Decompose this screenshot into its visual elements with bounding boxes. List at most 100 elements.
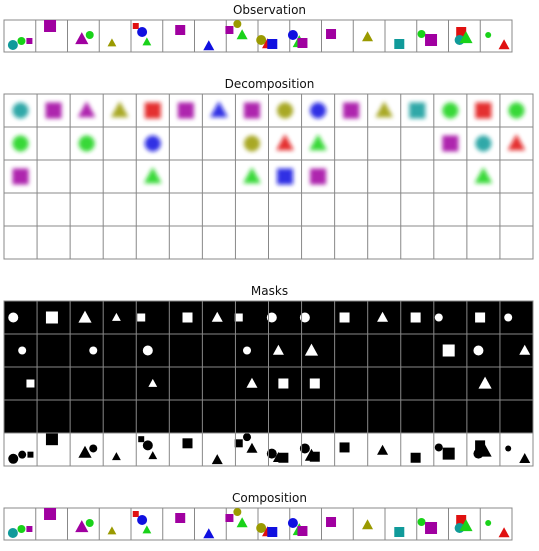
mask-square (475, 312, 486, 323)
observation-object-red-square (132, 23, 139, 29)
observation-object-green-triangle (236, 29, 248, 40)
composition-object-olive-triangle (107, 526, 117, 535)
observation-object-green-circle (85, 31, 94, 39)
observation-object-magenta-triangle (75, 32, 89, 45)
mask-bg-square (45, 433, 58, 446)
mask-square (410, 312, 421, 323)
observation-object-magenta-square (425, 34, 438, 46)
decomposition-blob-olive-circle (243, 135, 260, 152)
decomposition-slot-olive (243, 135, 260, 152)
composition-object-teal-square (394, 527, 405, 537)
mask-bg-circle (299, 443, 310, 454)
mask-square (182, 312, 193, 323)
mask-bg-triangle (377, 444, 389, 455)
observation-object-magenta-square (175, 25, 186, 35)
composition-object-teal-circle (7, 528, 18, 538)
observation-object-blue-square (267, 39, 278, 49)
mask-bg-square (442, 447, 455, 460)
decomposition-blob-olive-circle (277, 102, 294, 119)
observation-object-magenta-square (225, 26, 234, 34)
decomposition-slot-red (475, 102, 492, 119)
mask-circle (473, 345, 484, 356)
decomposition-slot-teal (409, 102, 426, 119)
decomposition-blob-red-square (475, 102, 492, 119)
decomposition-slot-magenta (243, 102, 260, 119)
observation-object-green-circle (17, 37, 26, 45)
mask-circle (266, 312, 277, 323)
composition-object-magenta-triangle (75, 520, 89, 533)
decomposition-grid (3, 93, 534, 260)
observation-object-magenta-square (26, 38, 33, 44)
mask-circle (504, 313, 513, 322)
decomposition-blob-blue-square (277, 168, 294, 185)
observation-object-magenta-square (44, 20, 57, 32)
mask-triangle (478, 376, 492, 389)
observation-title: Observation (232, 3, 307, 17)
mask-triangle (377, 311, 389, 322)
observation-object-blue-circle (287, 30, 298, 40)
composition-object-magenta-square (26, 526, 33, 532)
decomposition-blob-green-circle (442, 102, 459, 119)
mask-bg-triangle (112, 452, 121, 461)
decomposition-blob-magenta-square (243, 102, 260, 119)
mask-bg-square (309, 451, 320, 462)
mask-circle (142, 345, 153, 356)
decomposition-slot-green (474, 167, 493, 184)
mask-bg-circle (266, 448, 277, 459)
composition-object-magenta-square (297, 526, 308, 536)
observation-object-red-triangle (498, 39, 510, 50)
mask-bg-circle (505, 445, 512, 452)
mask-bg-square (410, 452, 421, 463)
decomposition-slot-green (143, 167, 162, 184)
decomposition-slot-green (12, 135, 29, 152)
decomposition-blob-magenta-square (177, 102, 194, 119)
composition-object-blue-circle (137, 515, 148, 525)
decomposition-slot-olive (375, 101, 394, 118)
mask-bg-square (234, 439, 243, 448)
decomposition-slot-red (276, 134, 294, 151)
composition-object-olive-circle (256, 523, 267, 533)
decomposition-slot-magenta (77, 101, 96, 118)
decomposition-slot-blue (310, 102, 327, 119)
composition-object-green-triangle (236, 517, 248, 528)
decomposition-blob-green-circle (12, 135, 29, 152)
decomposition-slot-blue (210, 101, 228, 118)
mask-bg-square (27, 451, 34, 458)
decomposition-blob-olive-triangle (375, 101, 394, 118)
mask-circle (18, 346, 27, 355)
composition-object-green-circle (485, 520, 492, 526)
decomposition-blob-blue-circle (310, 102, 327, 119)
mask-bg-circle (89, 444, 98, 453)
decomposition-blob-blue-triangle (210, 101, 228, 118)
decomposition-blob-green-triangle (143, 167, 162, 184)
mask-circle (434, 313, 443, 322)
mask-square (278, 378, 289, 389)
decomposition-slot-red (507, 134, 526, 151)
mask-bg-square (339, 442, 350, 453)
decomposition-slot-teal (475, 135, 492, 152)
decomposition-slot-magenta (343, 102, 360, 119)
composition-object-green-circle (17, 525, 26, 533)
composition-object-red-square (456, 515, 467, 525)
composition-strip (3, 507, 513, 541)
composition-object-red-square (132, 511, 139, 517)
mask-circle (89, 346, 98, 355)
masks-title: Masks (250, 284, 289, 298)
decomposition-slot-green (508, 102, 525, 119)
mask-square (26, 379, 35, 388)
mask-bg-triangle (246, 442, 258, 453)
observation-object-olive-circle (256, 35, 267, 45)
decomposition-slot-teal (12, 102, 29, 119)
observation-object-olive-triangle (107, 38, 117, 47)
composition-title: Composition (232, 491, 307, 505)
decomposition-title: Decomposition (224, 77, 315, 91)
mask-square (442, 344, 455, 357)
mask-triangle (519, 344, 531, 355)
mask-triangle (78, 310, 92, 323)
mask-bg-circle (18, 450, 27, 459)
mask-bg-triangle (211, 454, 223, 465)
mask-bg-triangle (519, 453, 531, 464)
decomposition-slot-magenta (177, 102, 194, 119)
decomposition-blob-green-circle (78, 135, 95, 152)
